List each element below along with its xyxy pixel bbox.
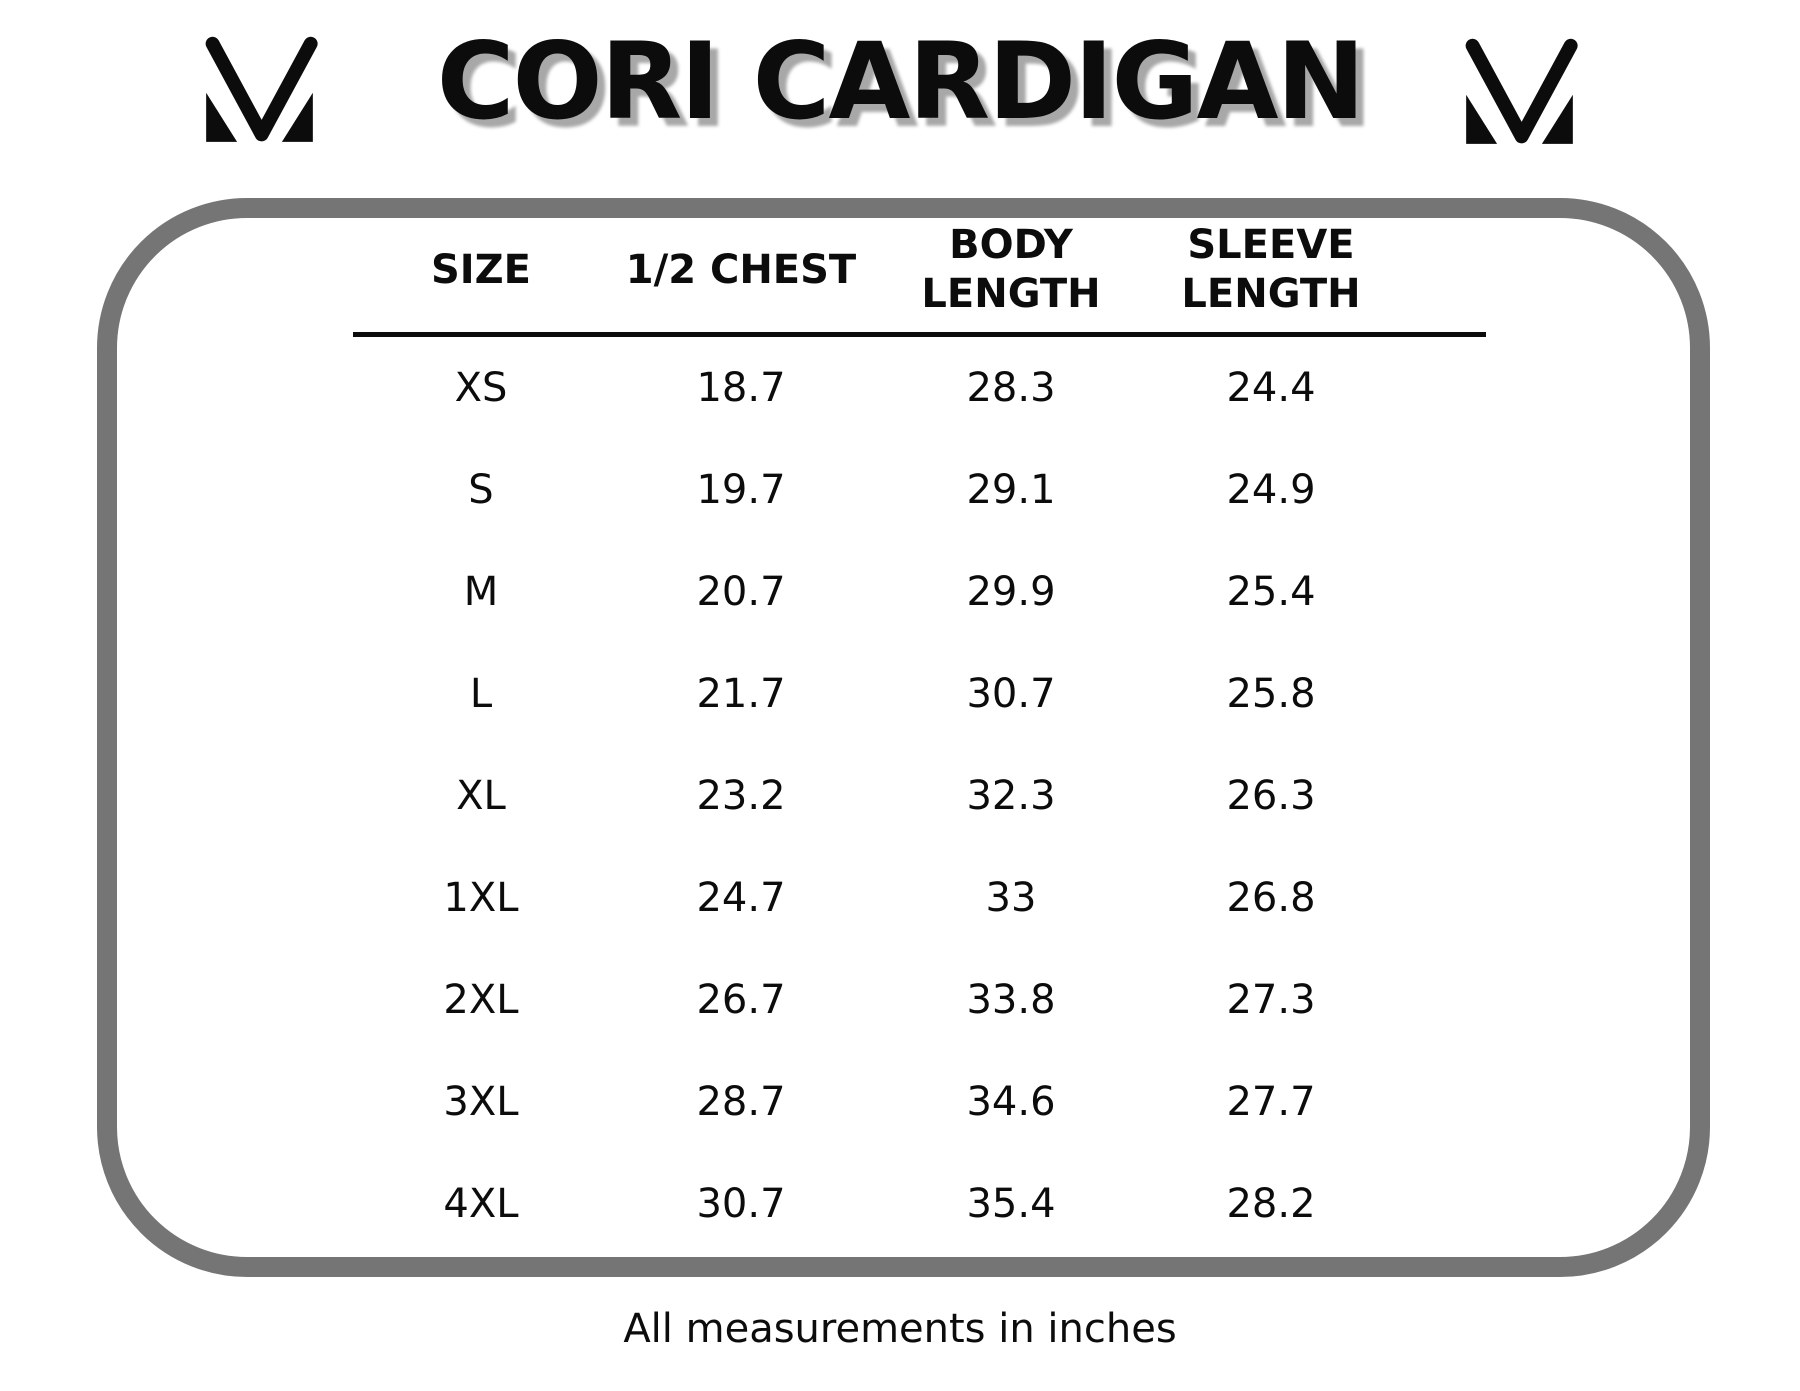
table-row: XL 23.2 32.3 26.3 <box>356 745 1396 847</box>
table-row: 3XL 28.7 34.6 27.7 <box>356 1051 1396 1153</box>
body-length-cell: 29.9 <box>966 569 1056 615</box>
header-divider <box>353 332 1486 337</box>
half-chest-cell: 18.7 <box>696 365 786 411</box>
size-cell: 4XL <box>443 1181 519 1227</box>
sleeve-length-cell: 28.2 <box>1226 1181 1316 1227</box>
sleeve-length-cell: 27.7 <box>1226 1079 1316 1125</box>
half-chest-cell: 23.2 <box>696 773 786 819</box>
size-cell: 3XL <box>443 1079 519 1125</box>
size-cell: L <box>469 671 493 717</box>
column-header-half-chest: 1/2 CHEST <box>625 246 857 293</box>
brand-m-logo <box>192 32 327 144</box>
sleeve-length-cell: 26.8 <box>1226 875 1316 921</box>
size-cell: XS <box>454 365 508 411</box>
table-row: M 20.7 29.9 25.4 <box>356 541 1396 643</box>
half-chest-cell: 30.7 <box>696 1181 786 1227</box>
size-table-body: XS 18.7 28.3 24.4 S 19.7 29.1 24.9 M 20.… <box>356 337 1396 1255</box>
sleeve-length-cell: 25.8 <box>1226 671 1316 717</box>
size-cell: 2XL <box>443 977 519 1023</box>
half-chest-cell: 20.7 <box>696 569 786 615</box>
body-length-cell: 33.8 <box>966 977 1056 1023</box>
body-length-cell: 29.1 <box>966 467 1056 513</box>
size-table-header: SIZE 1/2 CHEST BODY LENGTH SLEEVE LENGTH <box>356 205 1396 335</box>
half-chest-cell: 28.7 <box>696 1079 786 1125</box>
measurements-note: All measurements in inches <box>623 1306 1177 1352</box>
half-chest-cell: 24.7 <box>696 875 786 921</box>
size-cell: 1XL <box>443 875 519 921</box>
table-row: 1XL 24.7 33 26.8 <box>356 847 1396 949</box>
brand-m-logo-icon <box>1465 38 1578 144</box>
sleeve-length-cell: 27.3 <box>1226 977 1316 1023</box>
body-length-cell: 30.7 <box>966 671 1056 717</box>
brand-m-logo <box>1452 34 1587 146</box>
half-chest-cell: 19.7 <box>696 467 786 513</box>
brand-m-logo-icon <box>205 36 318 142</box>
table-row: S 19.7 29.1 24.9 <box>356 439 1396 541</box>
table-row: L 21.7 30.7 25.8 <box>356 643 1396 745</box>
half-chest-cell: 21.7 <box>696 671 786 717</box>
table-row: 4XL 30.7 35.4 28.2 <box>356 1153 1396 1255</box>
size-table-frame <box>97 198 1710 1277</box>
page-title: CORI CARDIGAN <box>436 20 1366 143</box>
table-row: 2XL 26.7 33.8 27.3 <box>356 949 1396 1051</box>
body-length-cell: 33 <box>985 875 1037 921</box>
sleeve-length-cell: 25.4 <box>1226 569 1316 615</box>
size-cell: XL <box>456 773 506 819</box>
column-header-body-length: BODY LENGTH <box>921 222 1101 317</box>
sleeve-length-cell: 24.9 <box>1226 467 1316 513</box>
body-length-cell: 35.4 <box>966 1181 1056 1227</box>
body-length-cell: 34.6 <box>966 1079 1056 1125</box>
body-length-cell: 32.3 <box>966 773 1056 819</box>
sleeve-length-cell: 24.4 <box>1226 365 1316 411</box>
body-length-cell: 28.3 <box>966 365 1056 411</box>
table-row: XS 18.7 28.3 24.4 <box>356 337 1396 439</box>
size-cell: S <box>468 467 494 513</box>
column-header-sleeve-length: SLEEVE LENGTH <box>1181 222 1361 317</box>
column-header-size: SIZE <box>430 246 532 293</box>
size-cell: M <box>463 569 499 615</box>
half-chest-cell: 26.7 <box>696 977 786 1023</box>
sleeve-length-cell: 26.3 <box>1226 773 1316 819</box>
